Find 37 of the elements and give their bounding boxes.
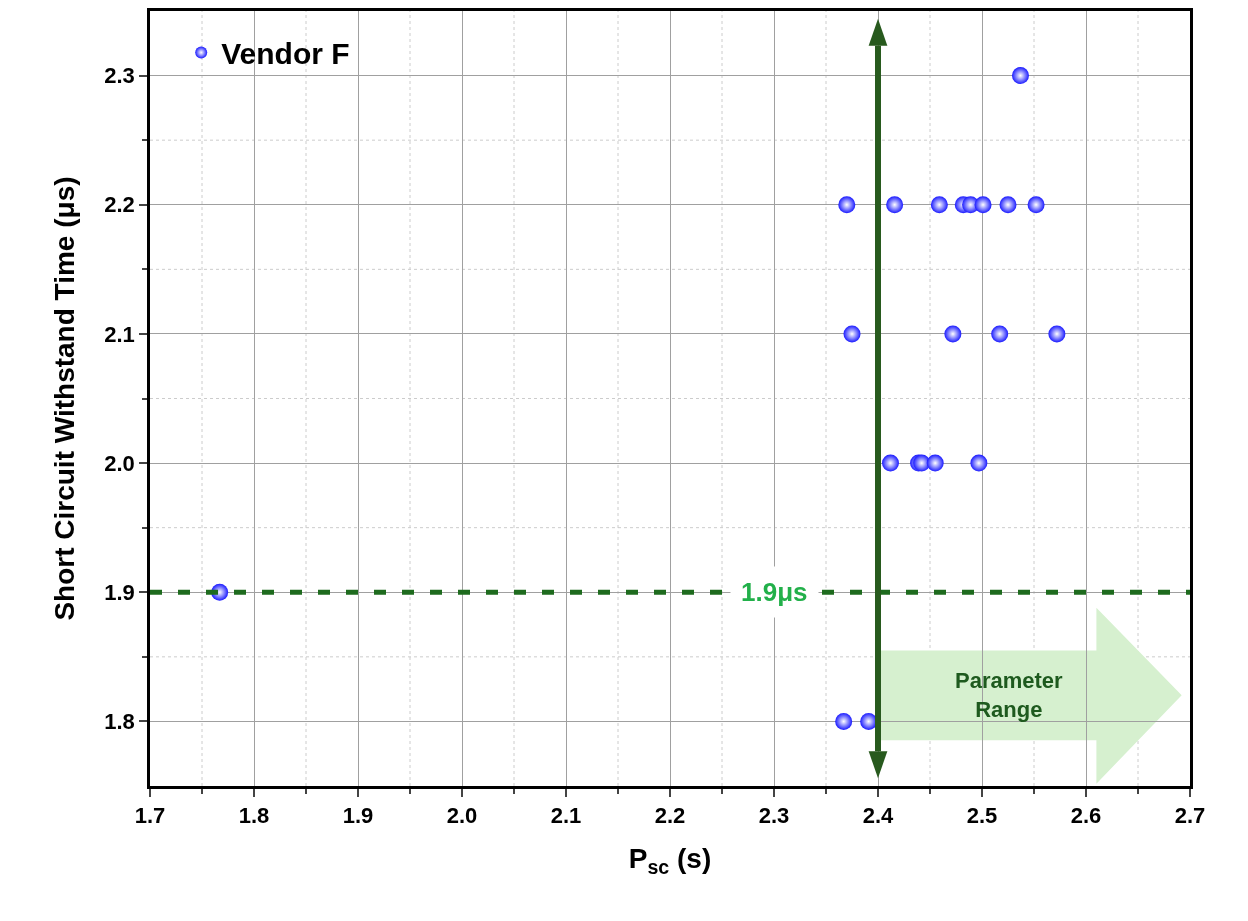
x-tick-label: 2.1 — [550, 803, 582, 829]
point — [991, 325, 1009, 343]
y-tick-label: 2.0 — [104, 450, 135, 476]
y-tick-label: 2.1 — [104, 321, 135, 347]
x-axis-title: P$_{sc}$ (s) — [628, 843, 712, 879]
x-tick-label: 1.8 — [238, 803, 270, 829]
x-tick-label: 2.5 — [966, 803, 998, 829]
x-tick-label: 2.6 — [1070, 803, 1102, 829]
point — [886, 196, 904, 214]
x-tick-label: 1.9 — [342, 803, 374, 829]
y-tick-label: 2.2 — [104, 192, 135, 218]
x-tick-label: 2.2 — [654, 803, 686, 829]
legend-label: Vendor F — [221, 37, 350, 71]
point — [835, 712, 853, 730]
point — [838, 196, 856, 214]
point — [881, 454, 899, 472]
ref-line-label: 1.9μs — [741, 577, 808, 607]
y-tick-label: 2.3 — [104, 63, 135, 89]
y-axis-title: Short Circuit Withstand Time (μs) — [48, 176, 80, 621]
x-tick-label: 2.4 — [862, 803, 895, 829]
x-tick-label: 2.0 — [446, 803, 478, 829]
x-tick-label: 1.7 — [134, 803, 166, 829]
point — [930, 196, 948, 214]
point — [970, 454, 988, 472]
point — [1048, 325, 1066, 343]
point — [974, 196, 992, 214]
x-tick-label: 2.3 — [758, 803, 790, 829]
x-tick-label: 2.7 — [1174, 803, 1206, 829]
annotation: Parameter Range — [955, 668, 1064, 722]
y-tick-label: 1.9 — [104, 579, 135, 605]
y-tick-label: 1.8 — [104, 709, 135, 735]
point — [926, 454, 944, 472]
point — [944, 325, 962, 343]
point — [999, 196, 1017, 214]
point — [843, 325, 861, 343]
point — [1011, 67, 1029, 85]
point — [1027, 196, 1045, 214]
